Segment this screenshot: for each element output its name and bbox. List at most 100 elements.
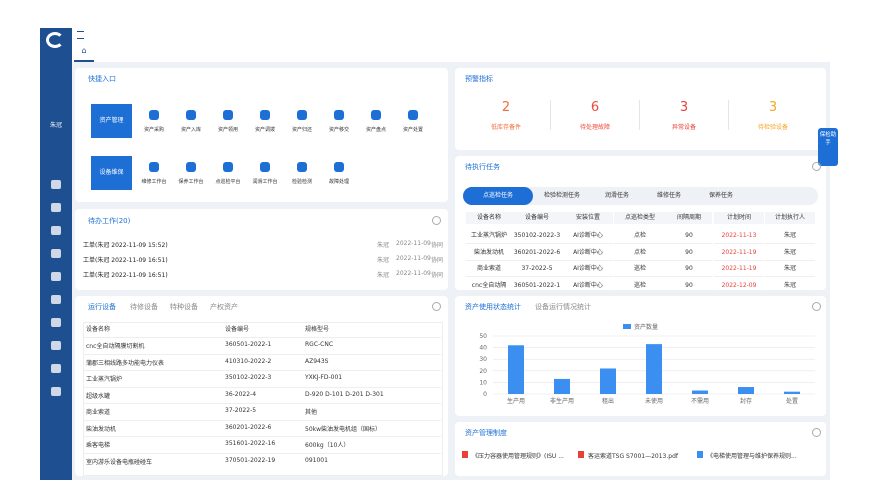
more-button[interactable] [432,302,441,311]
todo-text[interactable]: 工单(朱冠 2022-11-09 15:52) [83,242,168,249]
sidebar-icon[interactable] [51,226,61,235]
equipment-tab[interactable]: 产权资产 [210,303,238,311]
entry-label[interactable]: 检验检测 [291,179,312,185]
sidebar-icon[interactable] [51,364,61,373]
entry-icon[interactable] [186,110,196,120]
table-cell: 350102-2022-3 [511,229,563,244]
entry-icon[interactable] [260,162,270,172]
y-tick-label: 30 [479,356,487,363]
entry-label[interactable]: 故障处理 [328,179,349,185]
entry-label[interactable]: 资产盘点 [365,127,386,133]
alert-value[interactable]: 3 [768,100,778,115]
entry-icon[interactable] [260,110,270,120]
doc-link[interactable]: 客运索道TSG S7001—2013.pdf [588,453,679,460]
entry-icon[interactable] [297,110,307,120]
table-cell: 商业索道 [86,409,111,416]
todo-text[interactable]: 工单(朱冠 2022-11-09 16:51) [83,257,168,264]
todo-text[interactable]: 工单(朱冠 2022-11-09 16:51) [83,272,168,279]
sidebar-icon[interactable] [51,272,61,281]
table-cell: 50kw柴油发电机组（国标） [305,425,382,433]
alert-label: 待检验设备 [757,124,788,131]
table-header: 设备编号 [225,326,250,333]
alert-label: 待处理故障 [579,124,610,131]
more-button[interactable] [812,428,821,437]
panel-title: 待办工作(20) [88,217,131,225]
entry-label[interactable]: 资产归还 [291,127,312,133]
entry-icon[interactable] [408,110,418,120]
y-tick-label: 40 [479,345,487,352]
alert-value[interactable]: 3 [679,100,689,115]
more-button[interactable] [812,302,821,311]
sidebar-icon[interactable] [51,180,61,189]
equipment-tab[interactable]: 待修设备 [130,303,158,311]
entry-icon[interactable] [223,162,233,172]
usage-tab[interactable]: 资产使用状态统计 [465,303,521,311]
entry-icon[interactable] [223,110,233,120]
alert-label: 低库存备件 [490,124,521,131]
table-cell: 朱冠 [765,229,815,244]
equipment-tab[interactable]: 运行设备 [88,303,116,311]
sidebar-icon[interactable] [51,295,61,304]
sidebar-icon[interactable] [51,318,61,327]
entry-label[interactable]: 资产采购 [143,127,164,133]
group-button[interactable]: 资产管理 [91,104,132,138]
entry-label[interactable]: 资产移交 [328,127,349,133]
entry-icon[interactable] [149,110,159,120]
menu-toggle[interactable] [77,31,84,39]
entry-label[interactable]: 资产入库 [180,127,201,133]
task-tab[interactable]: 保养任务 [708,192,733,199]
doc-link[interactable]: 《压力容器使用管理规则》(ISU ... [472,453,564,460]
alert-value[interactable]: 6 [590,100,600,115]
table-cell: 朱冠 [765,279,815,294]
table-cell: 朱冠 [765,262,815,277]
alert-value[interactable]: 2 [501,100,511,115]
bar [600,368,616,394]
entry-icon[interactable] [297,162,307,172]
entry-icon[interactable] [371,110,381,120]
entry-label[interactable]: 资产调拨 [254,127,275,133]
table-header: 点巡检类型 [614,212,666,224]
task-tab[interactable]: 检验检测任务 [543,192,580,199]
bar [738,387,754,394]
table-cell: 37-2022-5 [511,262,563,277]
panel-title: 快捷入口 [88,75,116,83]
sidebar-icon[interactable] [51,249,61,258]
table-header: 计划时间 [714,212,764,224]
table-cell: 90 [666,279,712,294]
table-cell: 2022-11-19 [714,246,764,261]
row-line [83,419,441,421]
entry-label[interactable]: 润滑工作台 [252,179,278,185]
entry-icon[interactable] [149,162,159,172]
entry-icon[interactable] [334,110,344,120]
task-tab[interactable]: 维修任务 [656,192,681,199]
sidebar-icon[interactable] [51,203,61,212]
table-cell: 工业蒸汽锅炉 [86,376,123,383]
usage-tab[interactable]: 设备运行情况统计 [535,303,591,311]
entry-icon[interactable] [186,162,196,172]
sidebar-icon[interactable] [51,387,61,396]
home-tab[interactable]: ⌂ [74,46,94,62]
more-button[interactable] [812,162,821,171]
more-button[interactable] [432,216,441,225]
entry-label[interactable]: 点巡检平台 [215,179,241,185]
entry-label[interactable]: 维修工作台 [141,179,167,185]
entry-label[interactable]: 保养工作台 [178,179,204,185]
todo-tag: 协同 [431,272,444,279]
separator [639,100,640,130]
table-cell: YXKJ-FD-001 [305,374,343,381]
x-tick-label: 未使用 [645,397,663,405]
equipment-tab[interactable]: 特种设备 [170,303,198,311]
table-cell: AI诊断中心 [563,279,613,294]
entry-icon[interactable] [334,162,344,172]
legend-label: 资产数量 [634,323,658,331]
doc-link[interactable]: 《电梯使用管理与维护保养规则... [707,453,797,460]
entry-label[interactable]: 资产领用 [217,127,238,133]
group-button[interactable]: 设备维保 [91,156,132,190]
entry-label[interactable]: 资产处置 [402,127,423,133]
task-tab[interactable]: 润滑任务 [604,192,629,199]
table-cell: 室内游乐设备电瓶碰碰车 [86,458,153,466]
sidebar-icon[interactable] [51,341,61,350]
task-tab[interactable]: 点巡检任务 [463,187,533,205]
floating-widget[interactable]: 保检助手 [818,128,838,166]
table-cell: 2022-12-09 [714,279,764,294]
